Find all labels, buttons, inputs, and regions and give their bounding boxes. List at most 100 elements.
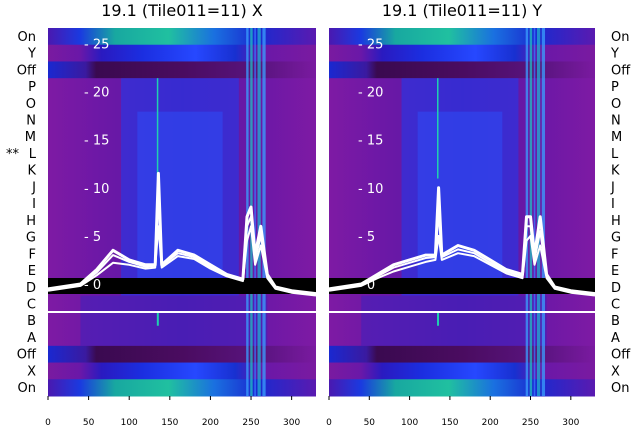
row-label: X	[27, 364, 36, 379]
y-tick-label: - 10	[358, 182, 383, 197]
row-label: P	[611, 80, 619, 95]
x-tick-label: 100	[121, 418, 138, 428]
row-label: I	[32, 197, 36, 212]
row-label: Y	[610, 47, 619, 62]
row-label: B	[27, 314, 36, 329]
divider-line	[48, 311, 316, 313]
row-label: G	[611, 231, 621, 246]
heatmap-stripe	[529, 28, 533, 396]
x-tick-label: 150	[441, 418, 458, 428]
row-label: Y	[27, 47, 36, 62]
row-label: On	[611, 30, 629, 45]
row-label: On	[18, 30, 36, 45]
heatmap-spike-mark	[437, 312, 440, 326]
x-tick-label: 200	[202, 418, 219, 428]
chart-panel-y: - 0 - 5 - 10 - 15 - 20 - 25 0 50 100 150 200 250 300…	[326, 1, 631, 428]
x-tick-label: 200	[482, 418, 499, 428]
y-tick-label: - 5	[358, 230, 375, 245]
heatmap-core	[121, 78, 239, 296]
heatmap-row	[48, 379, 316, 397]
row-label: A	[611, 331, 620, 346]
series-line	[47, 196, 317, 296]
row-marker: **	[6, 147, 20, 162]
row-label: Off	[611, 348, 631, 363]
row-label: I	[611, 197, 615, 212]
row-label: J	[31, 180, 36, 195]
row-label: F	[611, 247, 618, 262]
row-label: Off	[611, 63, 631, 78]
row-label: K	[611, 164, 620, 179]
heatmap-spike-line	[156, 78, 159, 179]
x-tick-label: 250	[522, 418, 539, 428]
row-label: E	[611, 264, 619, 279]
heatmap-stripe	[533, 28, 536, 396]
x-tick-label: 300	[283, 418, 300, 428]
x-tick-label: 50	[83, 418, 95, 428]
heatmap-stripe	[254, 28, 256, 396]
row-label: J	[610, 180, 615, 195]
row-label: Off	[17, 348, 37, 363]
row-label: K	[27, 164, 36, 179]
x-tick-label: 150	[161, 418, 178, 428]
row-label: D	[26, 281, 36, 296]
series-line	[47, 225, 317, 297]
row-label: G	[26, 231, 36, 246]
row-label: N	[26, 114, 36, 129]
blackout-band	[329, 278, 595, 294]
heatmap-row	[329, 61, 595, 79]
heatmap-stripe	[525, 28, 529, 396]
y-tick-label: - 15	[84, 134, 109, 149]
heatmap-row	[48, 362, 316, 380]
row-label: D	[611, 281, 621, 296]
y-tick-label: - 20	[84, 86, 109, 101]
heatmap-lower-band	[361, 295, 547, 346]
row-label: H	[26, 214, 36, 229]
row-label: N	[611, 114, 621, 129]
heatmap-row	[48, 28, 316, 46]
row-label: On	[18, 381, 36, 396]
divider-line	[329, 311, 595, 313]
row-label: M	[611, 130, 622, 145]
heatmap-lower-band	[80, 295, 268, 346]
row-label: C	[27, 298, 36, 313]
x-tick-label: 300	[562, 418, 579, 428]
row-label: H	[611, 214, 621, 229]
x-tick-label: 250	[242, 418, 259, 428]
heatmap-row	[329, 345, 595, 364]
row-label: E	[28, 264, 36, 279]
y-tick-label: - 20	[358, 86, 383, 101]
row-label: F	[29, 247, 36, 262]
series-line	[328, 210, 596, 296]
heatmap-row	[329, 28, 595, 46]
x-tick-label: 100	[401, 418, 418, 428]
heatmap-stripe	[536, 28, 541, 396]
x-tick-label: 0	[326, 418, 332, 428]
y-tick-label: - 10	[84, 182, 109, 197]
row-label: O	[611, 97, 621, 112]
x-tick-label: 50	[364, 418, 376, 428]
y-tick-label: - 0	[84, 278, 101, 293]
row-label: A	[27, 331, 36, 346]
row-label: P	[28, 80, 36, 95]
heatmap-core-bright	[417, 111, 503, 279]
heatmap-spike-line	[437, 78, 439, 179]
y-tick-label: - 25	[84, 38, 109, 53]
y-tick-label: - 5	[84, 230, 101, 245]
series-line	[328, 234, 596, 297]
heatmap-stripe	[262, 28, 266, 396]
blackout-band	[48, 278, 316, 294]
row-label: X	[611, 364, 620, 379]
row-label: Off	[17, 63, 37, 78]
heatmap-row	[48, 44, 316, 62]
heatmap-row	[329, 362, 595, 380]
heatmap-row	[48, 61, 316, 79]
row-label: L	[29, 147, 37, 162]
row-label: On	[611, 381, 629, 396]
x-tick-label: 0	[45, 418, 51, 428]
heatmap-row	[329, 44, 595, 62]
row-label: C	[611, 298, 620, 313]
heatmap-spike-mark	[156, 312, 159, 326]
row-label: B	[611, 314, 620, 329]
y-tick-label: - 0	[358, 278, 375, 293]
